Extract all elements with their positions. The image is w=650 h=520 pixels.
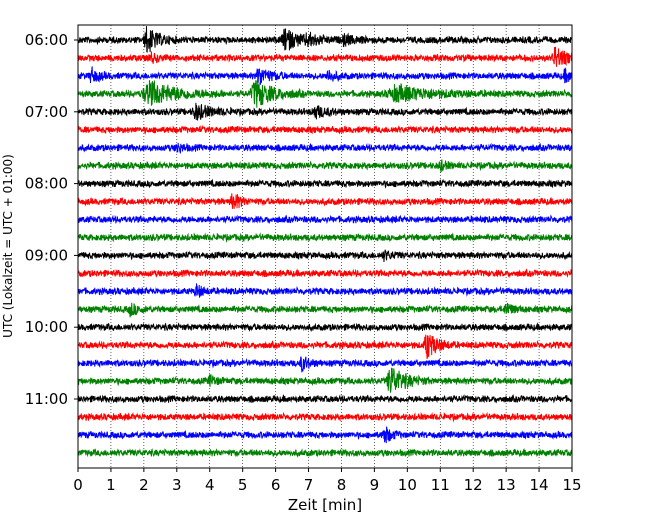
seismic-trace [77,124,573,135]
seismic-trace [77,411,573,423]
x-tick-label: 12 [464,476,483,494]
seismic-trace [77,46,573,67]
y-tick-label: 08:00 [25,175,68,193]
seismic-trace [77,102,573,121]
seismic-trace [77,249,573,263]
seismic-traces [77,26,573,458]
x-tick-label: 2 [139,476,149,494]
y-tick-label: 07:00 [25,103,68,121]
seismic-trace [77,322,573,333]
x-tick-label: 1 [106,476,116,494]
seismic-trace [77,214,573,225]
x-tick-label: 8 [337,476,347,494]
x-tick-label: 10 [398,476,417,494]
x-tick-label: 13 [497,476,516,494]
seismic-trace [77,268,573,279]
seismic-trace [77,142,573,154]
y-tick-label: 10:00 [25,318,68,336]
y-tick-label: 09:00 [25,246,68,264]
x-tick-label: 0 [73,476,83,494]
seismic-trace [77,334,573,360]
seismic-trace [77,367,573,393]
seismic-trace [77,232,573,243]
plot-border [77,24,573,469]
seismic-trace [77,356,573,373]
seismic-trace [77,80,573,108]
seismic-trace [77,394,573,404]
x-axis-ticks: 0 1 2 3 4 5 6 7 8 9 10 11 12 13 14 15 [73,468,582,494]
x-tick-label: 15 [562,476,581,494]
plot-area [78,25,572,468]
seismic-trace [77,283,573,298]
seismic-trace [77,193,573,209]
seismic-trace [77,302,573,318]
y-tick-label: 06:00 [25,31,68,49]
seismic-trace [77,426,573,444]
seismic-trace [77,178,573,189]
seismic-trace [77,447,573,458]
x-tick-label: 7 [304,476,314,494]
x-tick-label: 6 [271,476,281,494]
x-tick-label: 5 [238,476,248,494]
seismic-trace [77,159,573,173]
y-tick-label: 11:00 [25,390,68,408]
vertical-grid [110,25,540,468]
x-tick-label: 3 [172,476,182,494]
y-axis-ticks: 06:00 07:00 08:00 09:00 10:00 11:00 [25,31,78,408]
x-tick-label: 11 [431,476,450,494]
y-axis-label: UTC (Lokalzeit = UTC + 01:00) [1,154,15,338]
x-axis-label: Zeit [min] [288,496,362,514]
seismic-trace [77,26,573,53]
x-tick-label: 4 [205,476,215,494]
seismic-trace [77,66,573,85]
x-tick-label: 9 [370,476,380,494]
x-tick-label: 14 [530,476,549,494]
